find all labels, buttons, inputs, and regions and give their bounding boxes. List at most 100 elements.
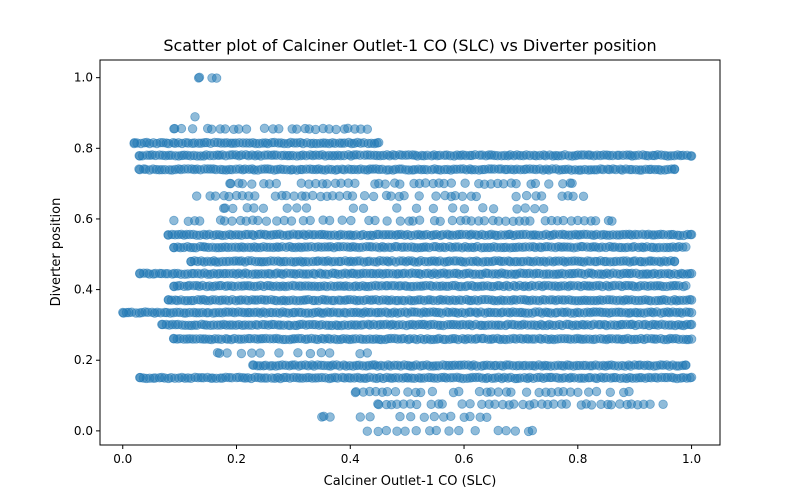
data-point bbox=[457, 399, 467, 409]
data-point bbox=[241, 124, 252, 134]
data-point bbox=[414, 215, 425, 225]
data-point bbox=[447, 215, 458, 226]
data-point bbox=[406, 412, 416, 422]
data-point bbox=[274, 348, 284, 358]
data-point bbox=[459, 204, 470, 214]
data-point bbox=[390, 387, 401, 397]
data-point bbox=[220, 203, 230, 213]
data-point bbox=[482, 412, 492, 423]
data-point bbox=[437, 399, 447, 409]
data-point bbox=[686, 268, 697, 279]
data-point bbox=[645, 399, 655, 409]
data-point bbox=[416, 387, 426, 398]
x-tick-label: 0.2 bbox=[227, 452, 246, 466]
data-point bbox=[530, 178, 541, 189]
data-point bbox=[271, 178, 282, 189]
data-point bbox=[365, 412, 375, 422]
data-point bbox=[358, 203, 369, 214]
data-point bbox=[346, 215, 356, 226]
data-point bbox=[460, 178, 470, 188]
data-point bbox=[206, 124, 217, 134]
data-point bbox=[317, 412, 327, 422]
data-point bbox=[255, 348, 265, 358]
y-tick-label: 0.4 bbox=[74, 283, 93, 297]
data-point bbox=[380, 179, 390, 189]
data-point bbox=[539, 203, 549, 214]
data-point bbox=[163, 295, 174, 305]
data-point bbox=[395, 411, 405, 422]
data-point bbox=[681, 281, 691, 291]
data-point bbox=[305, 215, 315, 226]
data-point bbox=[169, 242, 179, 253]
data-point bbox=[606, 400, 616, 410]
x-tick-label: 0.6 bbox=[454, 452, 473, 466]
data-point bbox=[362, 348, 373, 358]
data-point bbox=[686, 295, 697, 305]
data-point bbox=[386, 191, 396, 201]
data-point bbox=[658, 399, 668, 410]
data-point bbox=[395, 179, 405, 189]
data-point bbox=[400, 426, 410, 436]
data-point bbox=[669, 164, 680, 174]
data-point bbox=[169, 334, 179, 344]
points-layer bbox=[118, 72, 697, 437]
data-point bbox=[399, 190, 409, 201]
y-axis-label: Diverter position bbox=[49, 198, 64, 307]
data-point bbox=[118, 307, 128, 318]
data-point bbox=[374, 137, 384, 148]
data-point bbox=[521, 190, 532, 201]
data-point bbox=[135, 372, 145, 383]
data-point bbox=[419, 412, 430, 423]
data-point bbox=[511, 191, 521, 202]
data-point bbox=[510, 426, 521, 436]
x-axis: 0.0 0.2 0.4 0.6 0.8 1.0 bbox=[113, 445, 701, 466]
data-point bbox=[250, 191, 260, 201]
data-point bbox=[293, 348, 303, 358]
data-point bbox=[431, 425, 442, 436]
data-point bbox=[247, 348, 257, 358]
data-point bbox=[236, 348, 247, 359]
data-point bbox=[282, 203, 292, 213]
data-point bbox=[479, 216, 490, 226]
data-point bbox=[292, 203, 302, 213]
data-point bbox=[248, 360, 259, 370]
data-point bbox=[351, 387, 361, 397]
data-point bbox=[490, 399, 500, 409]
data-point bbox=[253, 215, 263, 226]
data-point bbox=[237, 178, 248, 189]
data-point bbox=[214, 348, 225, 359]
data-point bbox=[227, 216, 237, 226]
data-point bbox=[446, 178, 457, 188]
data-point bbox=[521, 387, 532, 397]
data-point bbox=[520, 203, 531, 213]
data-point bbox=[135, 164, 145, 175]
data-point bbox=[530, 203, 540, 214]
data-point bbox=[157, 319, 168, 330]
data-point bbox=[135, 151, 145, 161]
data-point bbox=[331, 124, 341, 135]
data-point bbox=[286, 216, 297, 226]
data-point bbox=[573, 387, 583, 398]
data-point bbox=[429, 411, 440, 422]
data-point bbox=[382, 216, 392, 226]
x-tick-label: 0.0 bbox=[113, 452, 132, 466]
data-point bbox=[325, 348, 335, 358]
data-point bbox=[259, 123, 270, 134]
data-point bbox=[411, 203, 422, 214]
data-point bbox=[512, 204, 522, 214]
data-point bbox=[444, 426, 454, 436]
y-tick-label: 0.0 bbox=[74, 424, 93, 438]
data-point bbox=[305, 348, 316, 359]
data-point bbox=[129, 138, 139, 149]
data-point bbox=[289, 191, 299, 201]
data-point bbox=[454, 425, 464, 436]
data-point bbox=[169, 124, 179, 134]
data-point bbox=[325, 412, 335, 422]
data-point bbox=[686, 334, 697, 344]
x-tick-label: 0.4 bbox=[341, 452, 360, 466]
data-point bbox=[281, 190, 291, 201]
data-point bbox=[454, 386, 464, 397]
data-point bbox=[163, 230, 174, 240]
data-point bbox=[169, 215, 179, 226]
